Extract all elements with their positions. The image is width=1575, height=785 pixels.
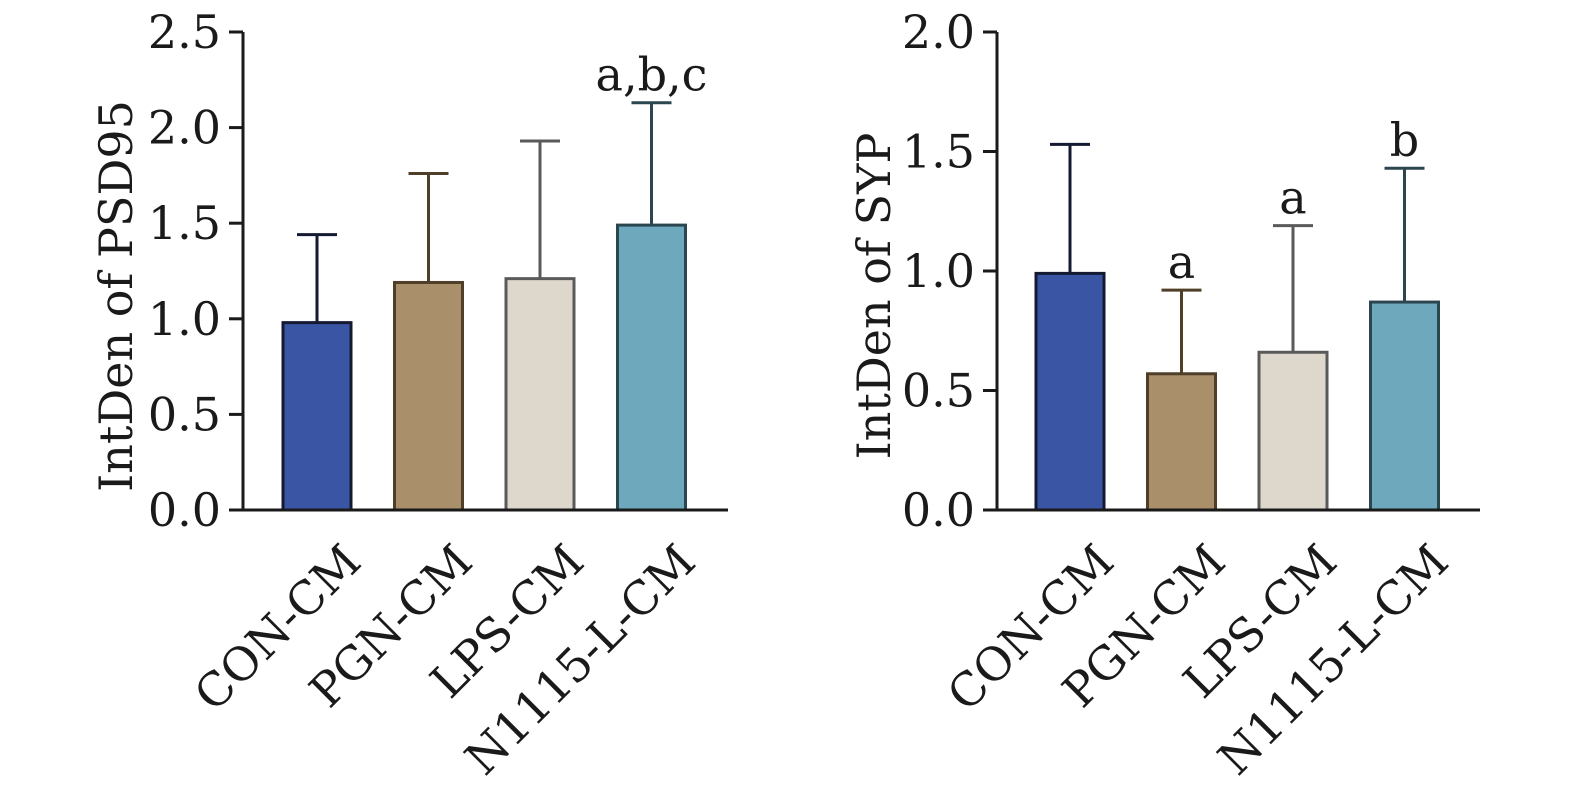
- significance-label: a: [1279, 171, 1306, 225]
- y-axis-label: IntDen of PSD95: [89, 100, 143, 492]
- y-tick-label: 2.5: [148, 5, 221, 59]
- bar-con-cm: [1034, 271, 1106, 512]
- y-tick-label: 0.5: [148, 387, 221, 441]
- y-tick-label: 2.0: [148, 101, 221, 155]
- y-tick-label: 0.5: [902, 364, 975, 418]
- chart-syp: CON-CMaPGN-CMaLPS-CMbN1115-L-CM0.00.51.0…: [847, 5, 1480, 785]
- bar-lps-cm: [1257, 350, 1329, 512]
- y-tick-label: 1.5: [902, 125, 975, 179]
- y-tick-label: 2.0: [902, 5, 975, 59]
- bar-lps-cm: [504, 277, 576, 512]
- significance-label: a,b,c: [596, 48, 708, 102]
- bar-pgn-cm: [1146, 372, 1217, 512]
- chart-psd95: CON-CMPGN-CMLPS-CMa,b,cN1115-L-CM0.00.51…: [89, 5, 728, 785]
- y-tick-label: 0.0: [902, 483, 975, 537]
- y-tick-label: 0.0: [148, 483, 221, 537]
- significance-label: a: [1168, 235, 1195, 289]
- bar-n1115-l-cm: [1369, 300, 1440, 512]
- bar-n1115-l-cm: [616, 223, 687, 512]
- y-axis-label: IntDen of SYP: [847, 133, 901, 460]
- significance-label: b: [1390, 113, 1419, 167]
- y-tick-label: 1.0: [148, 292, 221, 346]
- y-tick-label: 1.5: [148, 196, 221, 250]
- y-tick-label: 1.0: [902, 244, 975, 298]
- bar-con-cm: [281, 321, 353, 512]
- bar-pgn-cm: [393, 280, 464, 512]
